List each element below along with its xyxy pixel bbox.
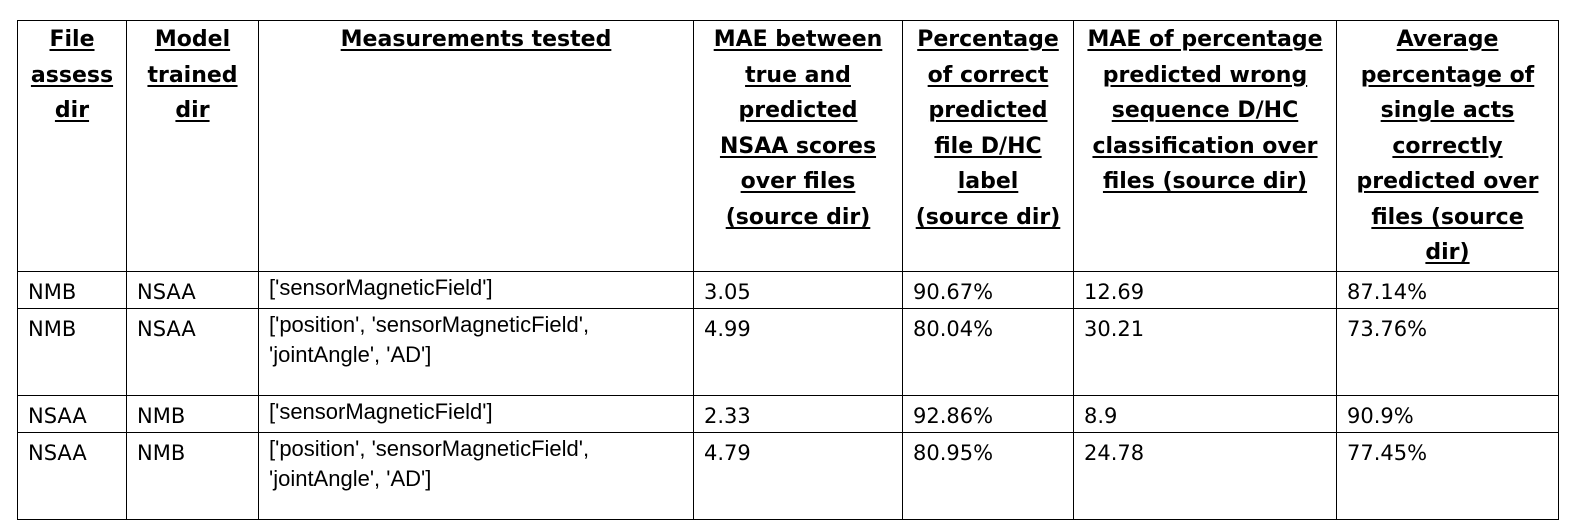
cell-model-trained-dir: NMB [126,394,259,433]
cell-model-trained-dir: NMB [126,431,259,520]
header-measurements-tested: Measurements tested [258,20,694,272]
header-mae-wrong-sequence: MAE of percentage predicted wrong sequen… [1073,20,1337,272]
header-model-trained-dir: Model trained dir [126,20,259,272]
cell-average-single-acts: 87.14% [1336,270,1559,309]
cell-mae-nsaa-scores: 4.99 [693,307,903,396]
cell-mae-nsaa-scores: 3.05 [693,270,903,309]
cell-measurements-tested: ['position', 'sensorMagneticField', 'joi… [258,431,694,520]
cell-file-assess-dir: NMB [17,307,127,396]
cell-measurements-tested: ['sensorMagneticField'] [258,270,694,309]
cell-measurements-tested: ['sensorMagneticField'] [258,394,694,433]
cell-average-single-acts: 73.76% [1336,307,1559,396]
cell-file-assess-dir: NMB [17,270,127,309]
table-row: NMB NSAA ['sensorMagneticField'] 3.05 90… [17,270,1559,309]
cell-percentage-correct-label: 80.95% [902,431,1074,520]
cell-percentage-correct-label: 92.86% [902,394,1074,433]
results-table: File assess dir Model trained dir Measur… [17,20,1559,520]
cell-measurements-tested: ['position', 'sensorMagneticField', 'joi… [258,307,694,396]
table-row: NMB NSAA ['position', 'sensorMagneticFie… [17,307,1559,396]
cell-mae-wrong-sequence: 12.69 [1073,270,1337,309]
header-file-assess-dir: File assess dir [17,20,127,272]
cell-average-single-acts: 90.9% [1336,394,1559,433]
cell-mae-wrong-sequence: 24.78 [1073,431,1337,520]
cell-file-assess-dir: NSAA [17,394,127,433]
header-mae-nsaa-scores: MAE between true and predicted NSAA scor… [693,20,903,272]
cell-percentage-correct-label: 90.67% [902,270,1074,309]
cell-file-assess-dir: NSAA [17,431,127,520]
cell-mae-wrong-sequence: 8.9 [1073,394,1337,433]
cell-mae-nsaa-scores: 4.79 [693,431,903,520]
cell-model-trained-dir: NSAA [126,270,259,309]
cell-mae-wrong-sequence: 30.21 [1073,307,1337,396]
table-row: NSAA NMB ['sensorMagneticField'] 2.33 92… [17,394,1559,433]
header-percentage-correct-label: Percentage of correct predicted file D/H… [902,20,1074,272]
header-row: File assess dir Model trained dir Measur… [17,20,1559,272]
table-row: NSAA NMB ['position', 'sensorMagneticFie… [17,431,1559,520]
cell-mae-nsaa-scores: 2.33 [693,394,903,433]
cell-average-single-acts: 77.45% [1336,431,1559,520]
cell-model-trained-dir: NSAA [126,307,259,396]
header-average-single-acts: Average percentage of single acts correc… [1336,20,1559,272]
cell-percentage-correct-label: 80.04% [902,307,1074,396]
